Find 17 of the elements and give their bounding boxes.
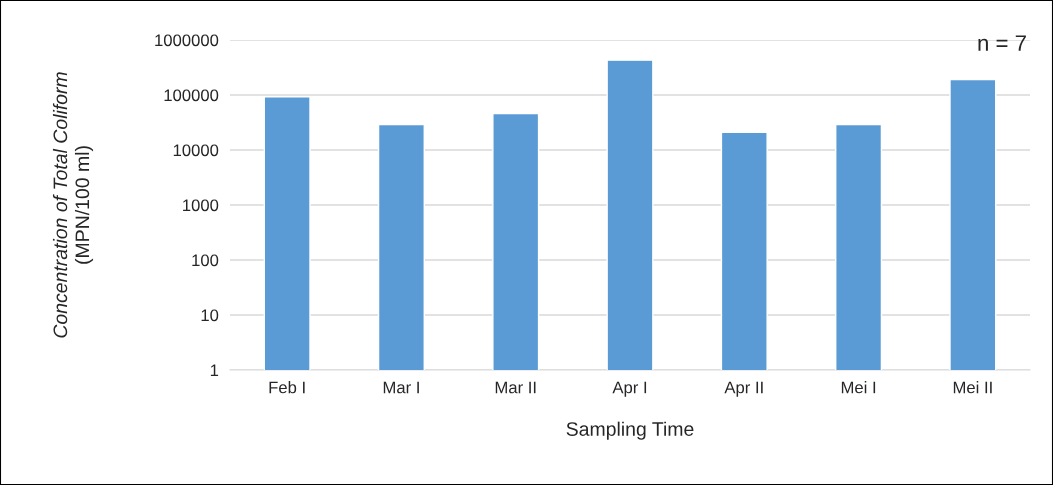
y-tick-label: 1 [210, 364, 219, 377]
y-tick-label: 1000 [183, 199, 219, 212]
x-tick-label: Mei II [953, 381, 992, 394]
x-tick-label: Mei I [841, 381, 876, 394]
annotation: n = 7 [978, 35, 1026, 51]
y-axis-title: Concentration of Total Coliform (MPN/100 ml) [52, 72, 94, 338]
y-tick-label: 10 [201, 309, 219, 322]
x-axis-title: Sampling Time [566, 421, 694, 440]
y-tick-label: 1000000 [155, 34, 219, 47]
y-tick-label: 100 [192, 254, 219, 267]
x-tick-label: Mar I [383, 381, 419, 394]
y-tick-label: 10000 [173, 144, 219, 157]
y-tick-label: 100000 [164, 89, 219, 102]
x-tick-label: Apr I [612, 381, 647, 397]
x-tick-label: Mar II [495, 381, 536, 394]
x-tick-label: Feb I [269, 381, 305, 394]
x-tick-label: Apr II [724, 381, 763, 397]
